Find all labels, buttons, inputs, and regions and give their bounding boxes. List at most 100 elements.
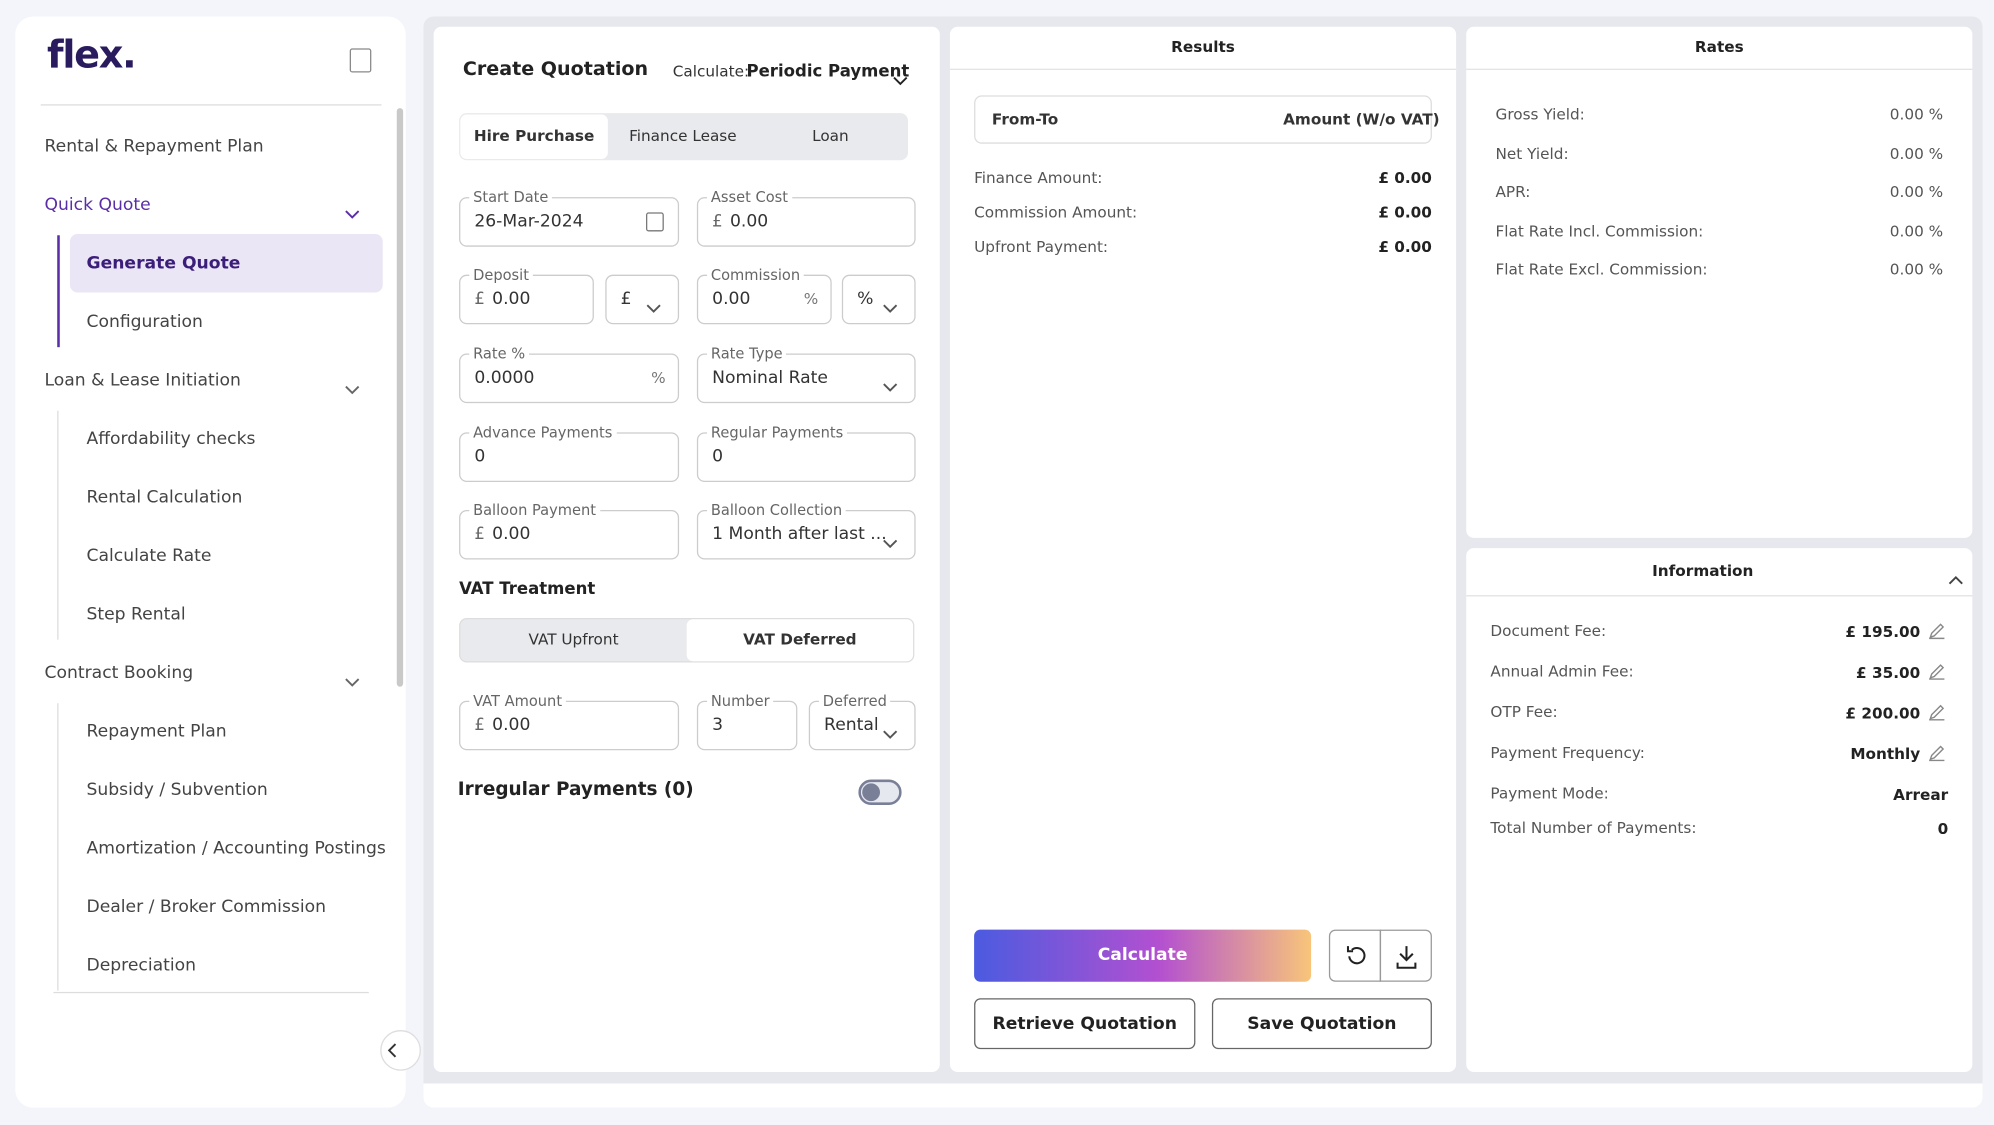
reset-button[interactable] xyxy=(1328,929,1382,982)
section-title: Irregular Payments (0) xyxy=(457,779,694,800)
menu-group[interactable]: Contract Booking xyxy=(44,662,194,683)
menu-item[interactable]: Rental Calculation xyxy=(86,487,243,508)
field-value: 0.00 xyxy=(729,211,769,232)
divider xyxy=(53,991,369,994)
menu-item[interactable]: Depreciation xyxy=(86,955,197,976)
menu-item[interactable]: Step Rental xyxy=(86,604,186,625)
information-card xyxy=(1466,548,1973,1073)
tab[interactable]: Hire Purchase xyxy=(460,114,608,159)
info-label: Document Fee: xyxy=(1490,621,1607,640)
field-label: VAT Amount xyxy=(469,691,566,710)
field-value: 0 xyxy=(474,446,486,467)
chevron-icon xyxy=(646,295,661,313)
divider xyxy=(1466,595,1973,597)
rate-value: 0.00 % xyxy=(1889,105,1944,124)
vat-option[interactable]: VAT Deferred xyxy=(686,619,914,662)
menu-line xyxy=(57,703,59,991)
chevron-icon xyxy=(345,201,360,219)
tab[interactable]: Loan xyxy=(812,127,849,145)
info-label: Payment Frequency: xyxy=(1490,743,1645,762)
info-label: Annual Admin Fee: xyxy=(1490,662,1634,681)
field-label: Balloon Payment xyxy=(469,501,600,519)
field-suffix: % xyxy=(803,289,819,308)
sidebar xyxy=(15,16,406,1108)
field-suffix: % xyxy=(651,368,666,387)
edit-icon[interactable] xyxy=(1928,702,1946,721)
chevron-icon xyxy=(883,530,898,549)
tab[interactable]: Finance Lease xyxy=(629,127,737,145)
logo: flex. xyxy=(47,33,137,78)
menu-item[interactable]: Dealer / Broker Commission xyxy=(86,896,326,917)
edit-icon[interactable] xyxy=(1928,661,1946,680)
col-head: Amount (W/o VAT) xyxy=(1283,110,1440,129)
menu-line xyxy=(57,235,60,348)
chevron-icon xyxy=(345,669,360,687)
field-value: Nominal Rate xyxy=(712,367,828,388)
field-label: Asset Cost xyxy=(707,188,792,207)
download-button[interactable] xyxy=(1379,929,1432,982)
divider xyxy=(1466,68,1973,70)
rate-value: 0.00 % xyxy=(1889,221,1944,240)
field-label: Commission xyxy=(707,265,804,284)
menu-group[interactable]: Loan & Lease Initiation xyxy=(44,370,241,391)
save-button[interactable]: Save Quotation xyxy=(1211,998,1432,1050)
menu-item[interactable]: Rental & Repayment Plan xyxy=(44,136,264,157)
field-label: Deposit xyxy=(469,265,533,284)
title: Create Quotation xyxy=(462,57,649,81)
menu-item[interactable]: Repayment Plan xyxy=(86,721,227,742)
col-head: From-To xyxy=(991,110,1059,129)
card-title: Results xyxy=(1171,38,1235,56)
chevron-icon xyxy=(883,374,898,392)
input-field[interactable] xyxy=(841,274,916,325)
field-value: £ xyxy=(620,288,632,310)
menu-item[interactable]: Amortization / Accounting Postings xyxy=(86,838,386,859)
rate-label: Net Yield: xyxy=(1495,144,1569,163)
card-title: Rates xyxy=(1694,38,1744,56)
collapse-button[interactable] xyxy=(380,1030,421,1071)
field-prefix: £ xyxy=(474,525,485,545)
field-label: Start Date xyxy=(469,188,553,207)
edit-icon[interactable] xyxy=(1928,743,1946,762)
calc-select[interactable]: Periodic Payment xyxy=(746,62,910,82)
field-value: 0 xyxy=(712,446,724,467)
menu-item-highlight xyxy=(69,233,383,293)
input-field[interactable] xyxy=(605,274,680,325)
menu-item[interactable]: Configuration xyxy=(86,311,203,332)
edit-icon[interactable] xyxy=(1928,621,1946,640)
menu-group[interactable]: Quick Quote xyxy=(44,194,151,215)
rate-label: APR: xyxy=(1495,183,1531,201)
divider xyxy=(949,68,1457,70)
info-value: 0 xyxy=(1937,820,1949,839)
rate-value: 0.00 % xyxy=(1889,183,1944,201)
info-value: £ 35.00 xyxy=(1856,663,1921,682)
menu-item[interactable]: Generate Quote xyxy=(86,253,241,274)
info-value: £ 200.00 xyxy=(1845,704,1921,723)
field-prefix: £ xyxy=(474,715,485,736)
field-value: 0.0000 xyxy=(474,367,535,388)
info-label: OTP Fee: xyxy=(1490,703,1558,722)
row-label: Finance Amount: xyxy=(974,169,1103,187)
field-value: 3 xyxy=(712,714,724,736)
menu-item[interactable]: Affordability checks xyxy=(86,428,256,449)
row-value: £ 0.00 xyxy=(1378,169,1432,187)
calendar-icon xyxy=(646,212,664,232)
field-value: 0.00 xyxy=(492,288,531,310)
field-label: Number xyxy=(707,691,774,710)
info-label: Total Number of Payments: xyxy=(1490,818,1697,837)
rate-label: Flat Rate Incl. Commission: xyxy=(1495,221,1704,240)
vat-option[interactable]: VAT Upfront xyxy=(528,630,619,649)
rate-value: 0.00 % xyxy=(1889,260,1944,279)
sidebar-icon xyxy=(349,48,372,73)
field-prefix: £ xyxy=(712,212,723,232)
row-label: Upfront Payment: xyxy=(974,237,1109,256)
menu-item[interactable]: Calculate Rate xyxy=(86,545,212,566)
menu-item[interactable]: Subsidy / Subvention xyxy=(86,779,268,800)
calculate-button[interactable]: Calculate xyxy=(974,929,1312,982)
retrieve-button[interactable]: Retrieve Quotation xyxy=(974,998,1196,1050)
info-value: Monthly xyxy=(1850,745,1921,764)
chevron-icon xyxy=(893,67,908,86)
field-value: 26-Mar-2024 xyxy=(474,211,584,232)
info-value: £ 195.00 xyxy=(1845,623,1921,641)
